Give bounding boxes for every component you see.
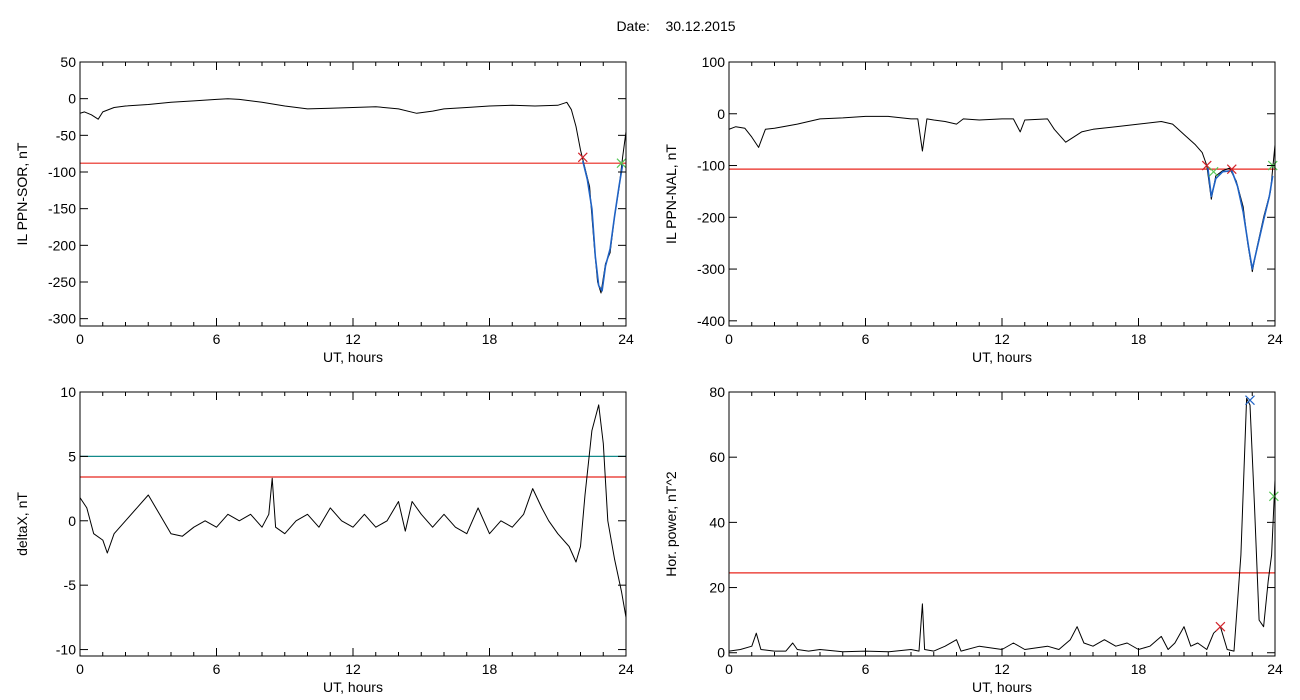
y-tick-label: -200 [48, 237, 76, 253]
plot-frame [79, 391, 627, 657]
chart-power: 0 6 12 18 24 80 60 40 20 0 UT, hours Hor. power, nT… [663, 384, 1283, 695]
data-series-line [729, 115, 1275, 273]
y-tick-label: 0 [717, 645, 725, 661]
event-series-line [582, 160, 624, 292]
y-tick-label: 0 [717, 106, 725, 122]
plot-frame [79, 61, 627, 327]
x-tick-label: 18 [482, 331, 498, 347]
x-axis-label: UT, hours [972, 679, 1032, 695]
y-tick-label: 20 [709, 580, 725, 596]
x-tick-label: 18 [1131, 331, 1147, 347]
y-tick-label: -400 [697, 313, 725, 329]
x-tick-label: 6 [213, 661, 221, 677]
cross-marker [1268, 491, 1279, 502]
y-tick-label: 0 [68, 513, 76, 529]
plot-frame [728, 391, 1276, 657]
x-tick-label: 18 [482, 661, 498, 677]
x-tick-label: 24 [1267, 661, 1283, 677]
x-tick-label: 0 [76, 661, 84, 677]
event-series-line [1207, 168, 1274, 270]
x-tick-label: 0 [725, 661, 733, 677]
x-tick-label: 6 [862, 331, 870, 347]
data-series-line [80, 404, 626, 618]
x-axis-label: UT, hours [323, 679, 383, 695]
cross-marker [1208, 166, 1219, 177]
plot-frame [728, 61, 1276, 327]
y-tick-label: -300 [697, 261, 725, 277]
x-tick-label: 12 [994, 331, 1010, 347]
cross-marker-stroke [1226, 164, 1237, 175]
x-tick-label: 12 [345, 661, 361, 677]
x-tick-label: 6 [213, 331, 221, 347]
x-tick-label: 24 [618, 331, 634, 347]
y-tick-label: 80 [709, 384, 725, 400]
y-axis-label: IL PPN-SOR, nT [14, 142, 30, 245]
y-tick-label: -10 [56, 642, 76, 658]
cross-marker [577, 152, 588, 163]
y-tick-label: 100 [702, 54, 726, 70]
y-tick-label: -100 [48, 164, 76, 180]
y-tick-label: -200 [697, 209, 725, 225]
x-axis-label: UT, hours [323, 349, 383, 365]
y-tick-label: -300 [48, 311, 76, 327]
y-axis-label: Hor. power, nT^2 [663, 471, 679, 577]
cross-marker [1215, 621, 1226, 632]
x-tick-label: 0 [76, 331, 84, 347]
cross-marker [616, 158, 627, 169]
y-axis-label: deltaX, nT [14, 492, 30, 556]
cross-marker-stroke [1268, 491, 1279, 502]
cross-marker [1245, 395, 1255, 406]
y-tick-label: -50 [56, 127, 76, 143]
data-series-line [729, 398, 1275, 653]
cross-marker-stroke [1201, 160, 1212, 171]
x-tick-label: 6 [862, 661, 870, 677]
y-tick-label: 60 [709, 449, 725, 465]
x-tick-label: 12 [345, 331, 361, 347]
cross-marker-stroke [616, 158, 627, 169]
chart-deltax: 0 6 12 18 24 10 5 0 -5 -10 UT, hours deltaX, nT [14, 384, 634, 695]
cross-marker-stroke [1208, 166, 1219, 177]
x-axis-label: UT, hours [972, 349, 1032, 365]
cross-marker-stroke [1215, 621, 1226, 632]
x-tick-label: 24 [618, 661, 634, 677]
y-tick-label: -100 [697, 158, 725, 174]
x-tick-label: 12 [994, 661, 1010, 677]
cross-marker [1226, 164, 1237, 175]
date-label: Date: [616, 18, 650, 34]
y-tick-label: -150 [48, 201, 76, 217]
cross-marker-stroke [577, 152, 588, 163]
y-tick-label: 0 [68, 91, 76, 107]
figure-title: Date: 30.12.2015 [0, 18, 1300, 34]
x-tick-label: 18 [1131, 661, 1147, 677]
y-tick-label: -250 [48, 274, 76, 290]
x-tick-label: 24 [1267, 331, 1283, 347]
date-value: 30.12.2015 [665, 18, 736, 34]
y-axis-label: IL PPN-NAL, nT [663, 144, 679, 244]
y-tick-label: 10 [60, 384, 76, 400]
y-tick-label: 40 [709, 514, 725, 530]
y-tick-label: 5 [68, 448, 76, 464]
chart-nal: 0 6 12 18 24 100 0 -100 -200 -300 -400 UT, hours IL … [663, 54, 1283, 365]
data-series-line [80, 98, 626, 294]
chart-sor: 0 6 12 18 24 50 0 -50 -100 -150 -200 -250 -300 UT, ho… [14, 54, 634, 365]
cross-marker-stroke [1245, 395, 1255, 406]
x-tick-label: 0 [725, 331, 733, 347]
y-tick-label: 50 [60, 54, 76, 70]
y-tick-label: -5 [64, 577, 77, 593]
